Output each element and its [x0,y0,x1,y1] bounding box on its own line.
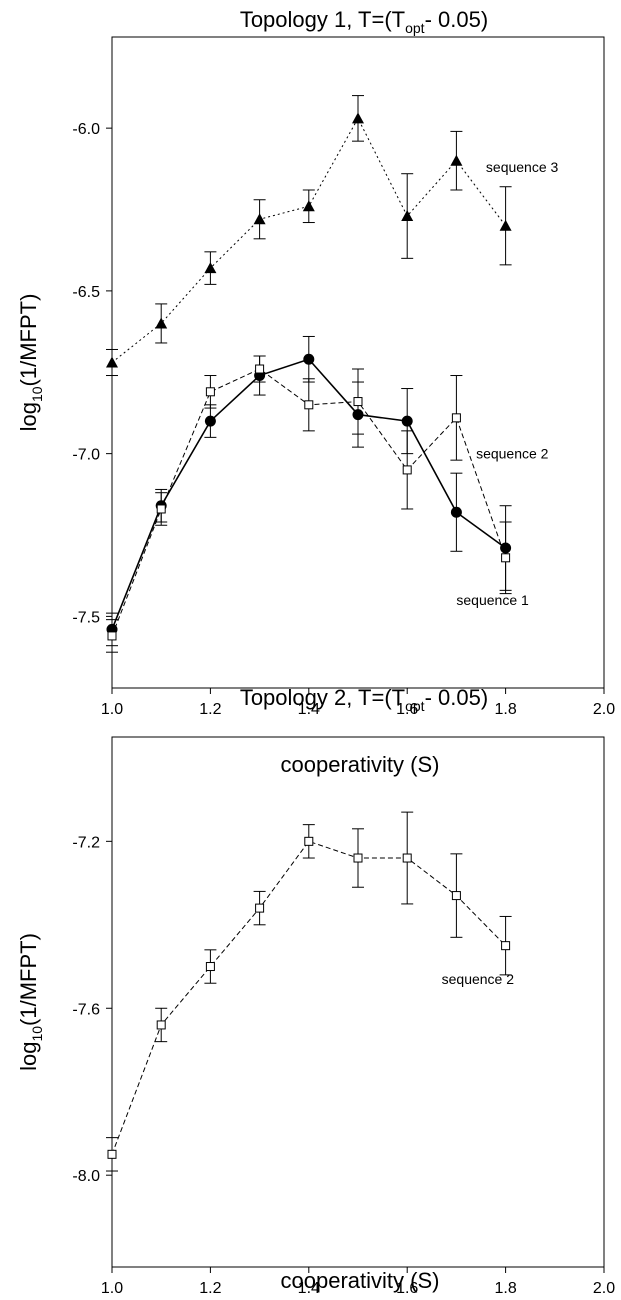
series-1: sequence 2 [106,811,515,1172]
data-point [253,213,266,225]
y-axis-label-subscript: 10 [29,386,45,402]
x-tick-label: 1.4 [298,1280,320,1297]
x-tick-label: 1.0 [101,1280,123,1297]
data-point [156,504,166,514]
series-line [111,840,506,1155]
chart-title-subscript: opt [405,20,425,36]
chart-panel-1: Topology 1, T=(Topt- 0.05)1.0 1.2 1.4 1.6 1.… [16,7,615,777]
data-point [107,1149,117,1159]
data-point [451,413,461,423]
x-tick-label: 1.4 [298,701,320,718]
y-tick-label: -6.0 [72,121,100,138]
data-point [255,903,265,913]
data-point [204,262,217,274]
y-axis-label: log10(1/MFPT) [16,933,45,1071]
data-point [205,387,215,397]
y-tick-label: -7.2 [72,834,100,851]
series-label: sequence 2 [476,446,549,462]
series-1: sequence 1 [106,335,529,647]
chart-panel-2: Topology 2, T=(Topt- 0.05) 1.0 1.2 1.4 1.6 1.… [16,685,615,1297]
chart-title-main: Topology 1, T=(T [240,7,405,32]
chart-title-tail: - 0.05) [425,7,489,32]
chart-title: Topology 2, T=(Topt- 0.05) [240,685,488,714]
x-tick-label: 1.6 [396,701,418,718]
data-point [156,1020,166,1030]
data-point [304,400,314,410]
y-axis-label: log10(1/MFPT) [16,294,45,432]
data-point [302,200,315,212]
data-point [402,853,412,863]
x-tick-label: 2.0 [593,701,615,718]
series-label: sequence 1 [456,592,529,608]
series-label: sequence 3 [486,159,559,175]
data-point [501,553,511,563]
data-point [255,364,265,374]
x-tick-label: 1.2 [199,1280,221,1297]
y-axis-label-tail: (1/MFPT) [16,933,41,1026]
data-point [501,941,511,951]
chart-title: Topology 1, T=(Topt- 0.05) [240,7,488,36]
y-tick-label: -8.0 [72,1168,100,1185]
y-tick-label: -7.0 [72,447,100,464]
x-axis-label: cooperativity (S) [281,752,440,777]
data-point [155,317,168,329]
data-point [107,631,117,641]
data-point [205,962,215,972]
x-tick-label: 1.2 [199,701,221,718]
data-point [401,210,414,222]
x-tick-label: 2.0 [593,1280,615,1297]
x-tick-label: 1.0 [101,701,123,718]
chart-title-subscript: opt [405,698,425,714]
y-axis-label-tail: (1/MFPT) [16,294,41,387]
data-point [204,415,216,427]
series-3: sequence 3 [106,95,559,377]
data-point [106,356,118,368]
data-point [353,397,363,407]
data-point [450,154,463,166]
y-axis-label-main: log [16,1042,41,1071]
y-axis-label-main: log [16,402,41,431]
x-axis-label: cooperativity (S) [281,1268,440,1293]
y-axis-label-subscript: 10 [29,1026,45,1042]
x-tick-label: 1.8 [494,701,516,718]
y-tick-label: -7.5 [72,609,100,626]
x-tick-label: 1.6 [396,1280,418,1297]
data-point [451,891,461,901]
data-point [401,415,413,427]
data-point [499,219,512,231]
y-tick-label: -6.5 [72,284,100,301]
data-point [402,465,412,475]
y-tick-label: -7.6 [72,1001,100,1018]
data-point [450,506,462,518]
data-point [303,353,315,365]
series-label: sequence 2 [442,971,515,987]
series-line [111,117,506,363]
x-tick-label: 1.8 [494,1280,516,1297]
plot-area-frame [111,736,605,1268]
series-2: sequence 2 [106,355,549,653]
data-point [304,836,314,846]
chart-title-tail: - 0.05) [425,685,489,710]
chart-title-main: Topology 2, T=(T [240,685,405,710]
data-point [353,853,363,863]
data-point [352,112,364,124]
